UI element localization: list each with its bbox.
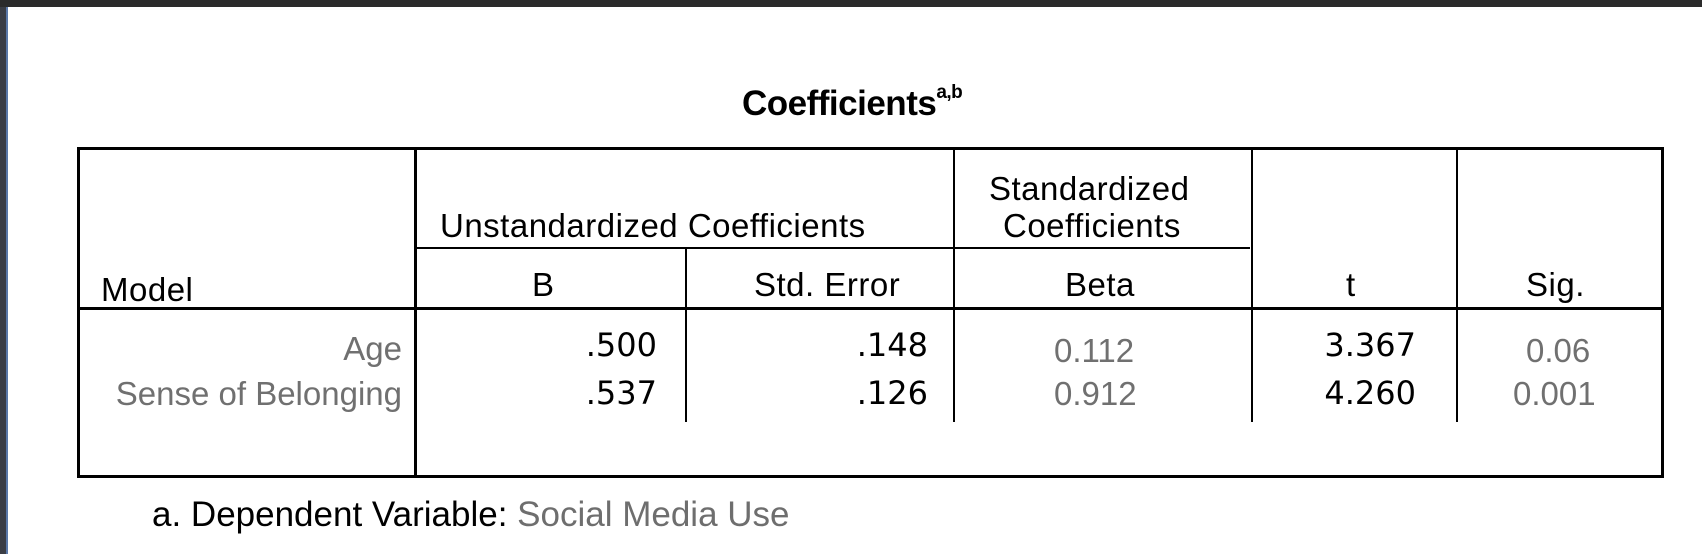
coefficients-table: Model Unstandardized Coefficients Standa…: [77, 147, 1664, 478]
row-t-value: 3.367: [1324, 326, 1416, 364]
left-window-edge: [0, 7, 6, 554]
top-window-bar: [0, 0, 1702, 7]
row-sig-value: 0.001: [1513, 375, 1596, 412]
row-b-value: .537: [585, 374, 657, 412]
header-beta: Beta: [1065, 266, 1135, 303]
row-sig-value: 0.06: [1526, 332, 1591, 369]
row-model-label: Age: [343, 330, 402, 367]
header-std-error: Std. Error: [754, 266, 901, 303]
header-unstandardized-coefficients: Unstandardized Coefficients: [440, 207, 866, 244]
header-sig: Sig.: [1526, 266, 1585, 303]
table-title-text: Coefficients: [742, 84, 937, 123]
row-std-error-value: .148: [856, 326, 928, 364]
divider-b-se: [685, 247, 687, 422]
header-model: Model: [101, 271, 194, 308]
row-t-value: 4.260: [1324, 374, 1416, 412]
divider-se-beta: [953, 150, 955, 422]
table-title-superscript: a,b: [936, 82, 963, 104]
header-t: t: [1346, 266, 1356, 303]
divider-header-body: [80, 307, 1664, 310]
header-b: B: [532, 266, 555, 303]
footnote-prefix: a. Dependent Variable:: [152, 495, 518, 534]
header-standardized-line1: Standardized: [989, 170, 1190, 207]
divider-beta-t: [1251, 150, 1253, 422]
left-window-edge-accent: [6, 7, 8, 554]
row-std-error-value: .126: [856, 374, 928, 412]
footnote-dependent-variable: Social Media Use: [517, 495, 790, 534]
divider-t-sig: [1456, 150, 1458, 422]
divider-subheader: [414, 247, 1250, 249]
footnote: a. Dependent Variable: Social Media Use: [152, 495, 790, 535]
row-beta-value: 0.112: [1054, 332, 1135, 369]
row-b-value: .500: [585, 326, 657, 364]
row-model-label: Sense of Belonging: [115, 375, 402, 412]
header-standardized-line2: Coefficients: [1003, 207, 1181, 244]
divider-model: [414, 150, 417, 478]
table-title: Coefficientsa,b: [742, 82, 963, 124]
row-beta-value: 0.912: [1054, 375, 1137, 412]
